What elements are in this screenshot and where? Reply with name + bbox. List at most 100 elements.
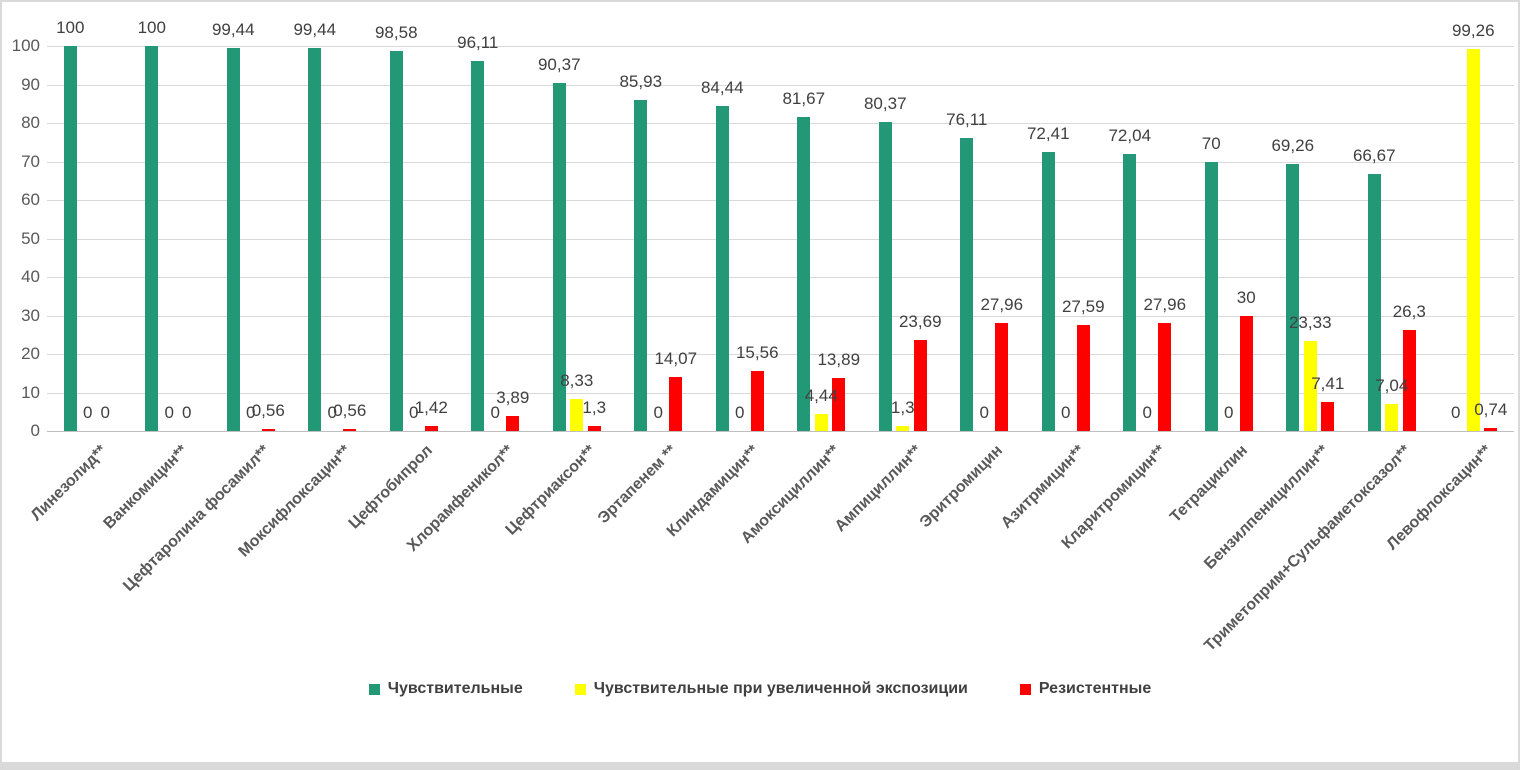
bar-value-label: 0: [164, 403, 174, 422]
bar-series2-cat18: [1466, 48, 1480, 431]
bar-value-label: 100: [56, 18, 85, 37]
bar-value-label: 0: [83, 403, 93, 422]
y-gridline: [47, 123, 1514, 124]
bar-series3-cat13: [1076, 324, 1090, 431]
bar-series1-cat13: [1041, 152, 1055, 431]
bar-value-label: 0: [1061, 403, 1071, 422]
y-axis-tick-label: 100: [11, 36, 40, 55]
y-axis-tick-label: 30: [21, 305, 40, 325]
bar-value-label: 8,33: [560, 370, 594, 390]
bar-value-label: 0: [1224, 403, 1234, 422]
legend-label: Чувствительные при увеличенной экспозици…: [593, 680, 968, 697]
bar-value-label: 72,41: [1026, 124, 1070, 144]
bar-value-label: 0: [182, 403, 192, 422]
y-gridline: [47, 277, 1514, 278]
bar-value-label: 23,69: [898, 311, 942, 331]
x-axis-category-label: Эртапенем **: [595, 442, 681, 528]
legend-item: Чувствительные при увеличенной экспозици…: [574, 680, 968, 698]
bar-series1-cat16: [1286, 164, 1300, 431]
bar-series2-cat17: [1385, 403, 1399, 431]
bar-series2-cat7: [570, 398, 584, 431]
bar-series1-cat17: [1367, 174, 1381, 431]
bar-value-label: 76,11: [946, 109, 988, 129]
bar-value-label: 0: [653, 403, 663, 422]
bar-value-label: 4,44: [804, 385, 838, 405]
bar-value-label: 0: [490, 403, 500, 422]
legend-swatch-icon: [1019, 683, 1031, 695]
bar-series3-cat14: [1158, 323, 1172, 431]
bar-value-label: 14,07: [654, 348, 698, 368]
bar-series3-cat16: [1321, 402, 1335, 431]
bar-value-label: 99,44: [293, 20, 337, 40]
bar-value-label: 27,59: [1061, 296, 1105, 316]
bar-value-label: 7,41: [1311, 374, 1345, 394]
x-axis-category-label: Эритромицин: [917, 442, 1007, 532]
y-axis-tick-label: 10: [21, 382, 40, 402]
bar-series3-cat10: [832, 377, 846, 431]
bar-value-label: 99,26: [1451, 20, 1495, 40]
chart-legend: Чувствительные Чувствительные при увеличе…: [2, 674, 1518, 704]
bar-value-label: 69,26: [1271, 136, 1315, 156]
bar-value-label: 96,11: [457, 32, 499, 52]
y-axis-tick-label: 70: [21, 151, 40, 171]
bar-value-label: 81,67: [782, 88, 826, 108]
bar-value-label: 72,04: [1108, 125, 1152, 145]
bar-value-label: 1,3: [890, 397, 915, 417]
legend-item: Резистентные: [1019, 680, 1152, 698]
bar-value-label: 27,96: [980, 295, 1024, 315]
bar-series1-cat9: [715, 105, 729, 431]
bar-value-label: 85,93: [619, 72, 663, 92]
bar-value-label: 3,89: [496, 388, 530, 408]
bar-series1-cat6: [471, 60, 485, 431]
bar-value-label: 84,44: [700, 77, 744, 97]
y-gridline: [47, 354, 1514, 355]
bar-value-label: 30: [1236, 287, 1256, 307]
bar-series3-cat4: [343, 428, 357, 431]
bar-value-label: 0: [100, 403, 110, 422]
bar-series1-cat10: [797, 116, 811, 431]
bar-value-label: 99,44: [211, 20, 255, 40]
bar-value-label: 0: [979, 403, 989, 422]
bar-value-label: 1,42: [414, 397, 448, 417]
y-gridline: [47, 84, 1514, 86]
bar-value-label: 23,33: [1288, 313, 1332, 333]
y-axis-tick-label: 50: [21, 228, 40, 248]
x-axis-category-label: Линезолид**: [27, 442, 110, 525]
legend-label: Чувствительные: [387, 680, 523, 697]
bar-value-label: 0: [1451, 403, 1461, 422]
y-gridline: [47, 431, 1514, 432]
bar-value-label: 0: [735, 403, 745, 422]
y-axis-tick-label: 20: [21, 344, 40, 363]
bar-series1-cat14: [1123, 153, 1137, 431]
bar-value-label: 0: [327, 403, 337, 422]
legend-label: Резистентные: [1038, 680, 1152, 697]
bar-value-label: 0,56: [333, 400, 367, 420]
bar-series3-cat6: [506, 416, 520, 431]
bar-value-label: 80,37: [863, 93, 907, 113]
bar-series3-cat7: [587, 425, 601, 431]
bar-series2-cat16: [1303, 341, 1317, 431]
bar-series1-cat3: [226, 48, 240, 431]
legend-item: Чувствительные: [368, 680, 523, 698]
bar-series1-cat1: [63, 46, 77, 431]
bar-series3-cat3: [261, 428, 275, 431]
y-gridline: [47, 161, 1514, 163]
x-axis-category-label: Ванкомицин**: [100, 442, 192, 533]
y-gridline: [47, 238, 1514, 240]
bar-series3-cat18: [1484, 428, 1498, 431]
y-axis-tick-label: 60: [21, 190, 40, 209]
x-axis-category-label: Цефтаролина фосамил**: [119, 442, 273, 595]
bar-series1-cat7: [552, 83, 566, 431]
bar-value-label: 13,89: [817, 349, 861, 369]
bar-value-label: 27,96: [1143, 295, 1187, 315]
y-axis-tick-label: 0: [30, 421, 40, 440]
y-axis-tick-label: 80: [21, 113, 40, 132]
bar-value-label: 70: [1201, 133, 1221, 153]
bar-series1-cat11: [878, 121, 892, 431]
bar-series3-cat15: [1239, 315, 1253, 431]
bar-value-label: 98,58: [374, 23, 418, 43]
bar-value-label: 100: [137, 18, 166, 37]
legend-swatch-icon: [574, 683, 586, 695]
bar-series2-cat11: [896, 425, 910, 431]
